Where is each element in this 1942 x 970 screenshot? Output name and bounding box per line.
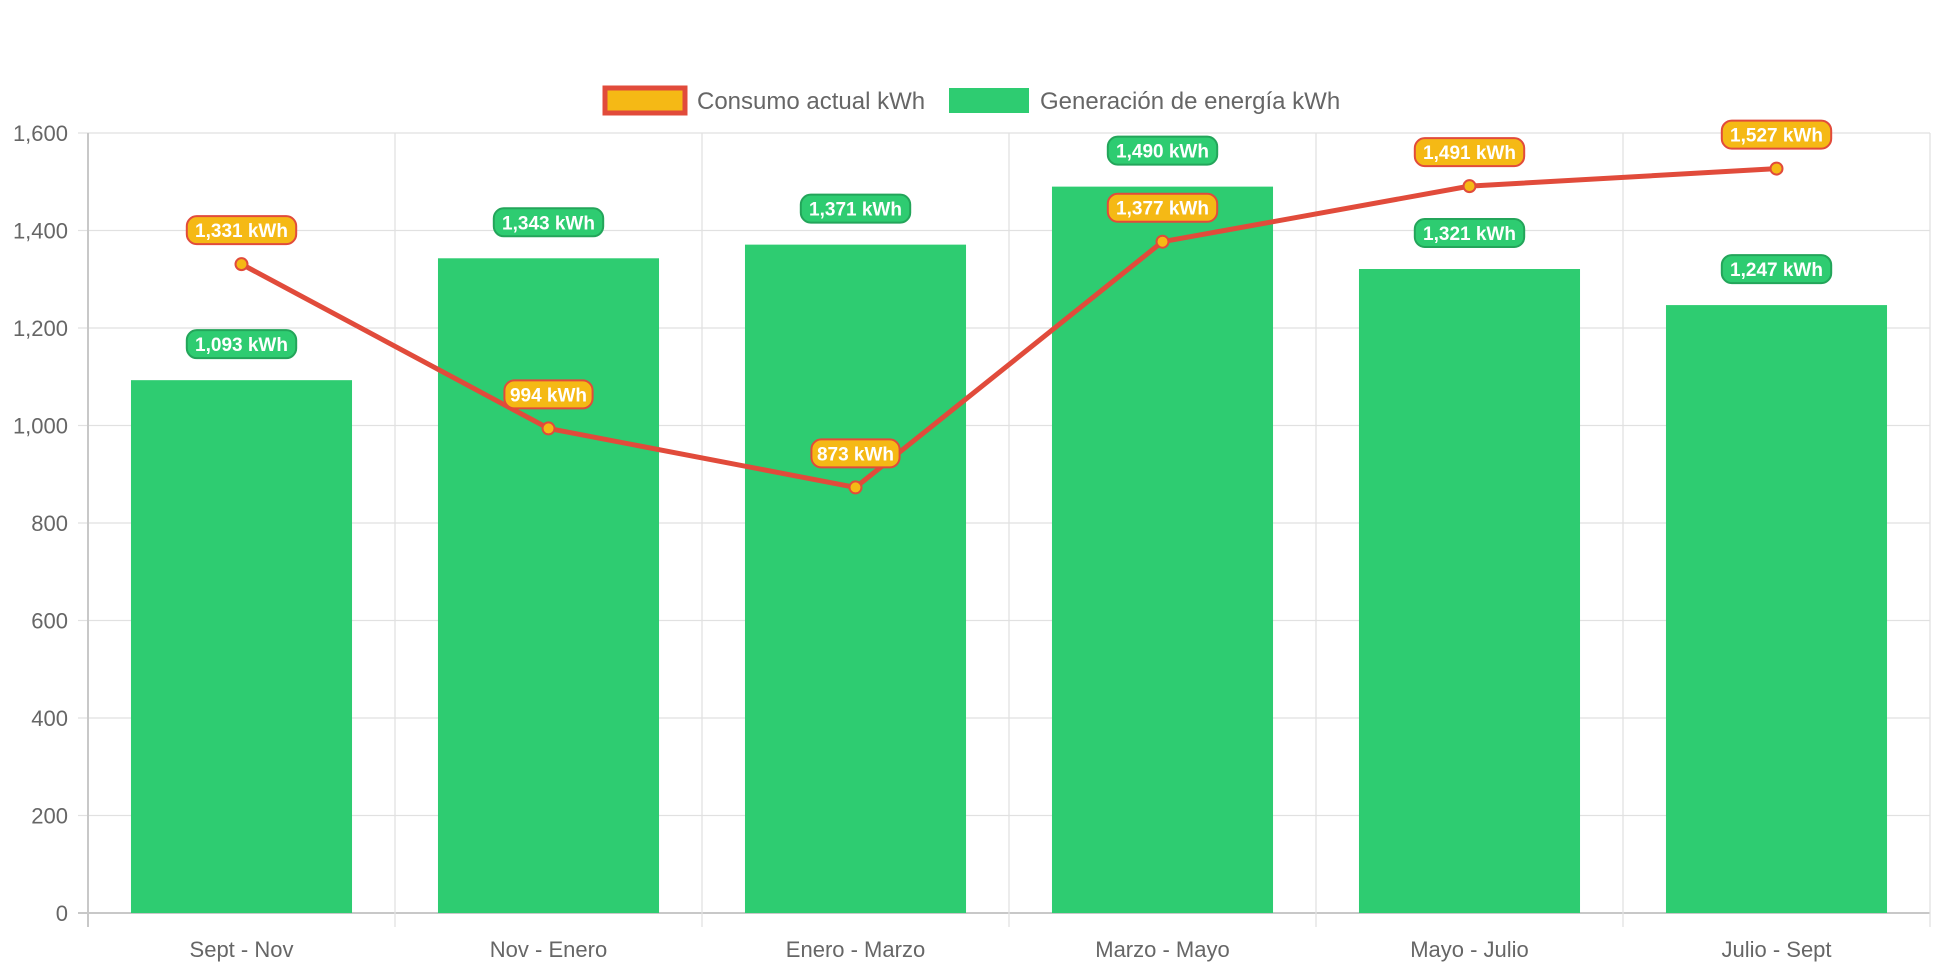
bar-data-label-text: 1,490 kWh: [1116, 142, 1209, 163]
bar-generacion: [1051, 186, 1274, 913]
bar-data-label-text: 1,093 kWh: [195, 335, 288, 356]
y-tick-label: 1,200: [13, 316, 68, 341]
grid: [78, 132, 1931, 927]
line-data-label: 1,331 kWh: [185, 215, 298, 246]
point-consumo: [1155, 234, 1170, 249]
bar-data-label: 1,371 kWh: [799, 193, 912, 224]
point-consumo: [1462, 179, 1477, 194]
line-data-label-text: 994 kWh: [510, 385, 587, 406]
bar-generacion: [1358, 269, 1581, 913]
line-data-label-text: 1,491 kWh: [1423, 143, 1516, 164]
y-tick-label: 800: [31, 511, 68, 536]
bar-data-label-bg: [1106, 135, 1219, 166]
bar-data-label: 1,343 kWh: [492, 207, 605, 238]
x-tick-label: Sept - Nov: [190, 937, 294, 962]
bar-generacion: [744, 244, 967, 913]
bar-data-label-bg: [492, 207, 605, 238]
point-consumo: [1769, 161, 1784, 176]
bar-data-label-bg: [185, 329, 298, 360]
bar-data-label-text: 1,343 kWh: [502, 213, 595, 234]
y-tick-label: 0: [56, 901, 68, 926]
line-data-label-text: 1,377 kWh: [1116, 199, 1209, 220]
data-labels: 1,093 kWh 1,343 kWh 1,371 kWh 1,490 kWh 1,32…: [185, 119, 1833, 469]
line-data-label-bg: [810, 438, 901, 469]
point-consumo: [541, 421, 556, 436]
x-tick-label: Julio - Sept: [1721, 937, 1831, 962]
line-consumo: [239, 166, 1779, 490]
x-tick-label: Marzo - Mayo: [1095, 937, 1229, 962]
bar-generacion: [437, 258, 660, 914]
y-tick-label: 1,600: [13, 121, 68, 146]
bar-generacion: [130, 380, 353, 914]
x-tick-label: Enero - Marzo: [786, 937, 925, 962]
line-data-label: 994 kWh: [503, 379, 594, 410]
legend-label-generacion[interactable]: Generación de energía kWh: [1040, 88, 1340, 115]
line-data-label: 873 kWh: [810, 438, 901, 469]
point-consumo: [234, 257, 249, 272]
line-data-label-bg: [503, 379, 594, 410]
line-data-label-text: 873 kWh: [817, 444, 894, 465]
line-series: [234, 161, 1784, 495]
line-data-label-bg: [1720, 119, 1833, 150]
y-tick-label: 1,400: [13, 219, 68, 244]
y-tick-label: 200: [31, 804, 68, 829]
bar-data-label-bg: [1720, 254, 1833, 285]
line-data-label: 1,377 kWh: [1106, 192, 1219, 223]
line-data-label: 1,527 kWh: [1720, 119, 1833, 150]
x-tick-label: Nov - Enero: [490, 937, 607, 962]
legend-label-consumo[interactable]: Consumo actual kWh: [697, 88, 925, 115]
axes: 0 200 400 600 800 1,000 1,200 1,400 1,600 Sept - …: [13, 121, 1832, 962]
bar-data-label-bg: [799, 193, 912, 224]
legend-swatch-generacion[interactable]: [949, 88, 1029, 113]
bar-data-label: 1,321 kWh: [1413, 218, 1526, 249]
x-tick-label: Mayo - Julio: [1410, 937, 1529, 962]
y-tick-label: 400: [31, 706, 68, 731]
line-data-label: 1,491 kWh: [1413, 137, 1526, 168]
bar-data-label-bg: [1413, 218, 1526, 249]
y-tick-label: 600: [31, 609, 68, 634]
bar-series: [130, 186, 1888, 914]
point-consumo: [848, 480, 863, 495]
line-data-label-bg: [1106, 192, 1219, 223]
line-data-label-bg: [185, 215, 298, 246]
line-data-label-text: 1,331 kWh: [195, 221, 288, 242]
legend-swatch-consumo[interactable]: [602, 85, 688, 116]
bar-data-label: 1,093 kWh: [185, 329, 298, 360]
legend: Consumo actual kWh Generación de energía…: [602, 85, 1340, 116]
bar-data-label-text: 1,247 kWh: [1730, 260, 1823, 281]
bar-data-label: 1,490 kWh: [1106, 135, 1219, 166]
bar-data-label-text: 1,321 kWh: [1423, 224, 1516, 245]
line-data-label-bg: [1413, 137, 1526, 168]
line-data-label-text: 1,527 kWh: [1730, 126, 1823, 147]
bar-generacion: [1665, 305, 1888, 913]
bar-data-label-text: 1,371 kWh: [809, 200, 902, 221]
bar-data-label: 1,247 kWh: [1720, 254, 1833, 285]
y-tick-label: 1,000: [13, 414, 68, 439]
